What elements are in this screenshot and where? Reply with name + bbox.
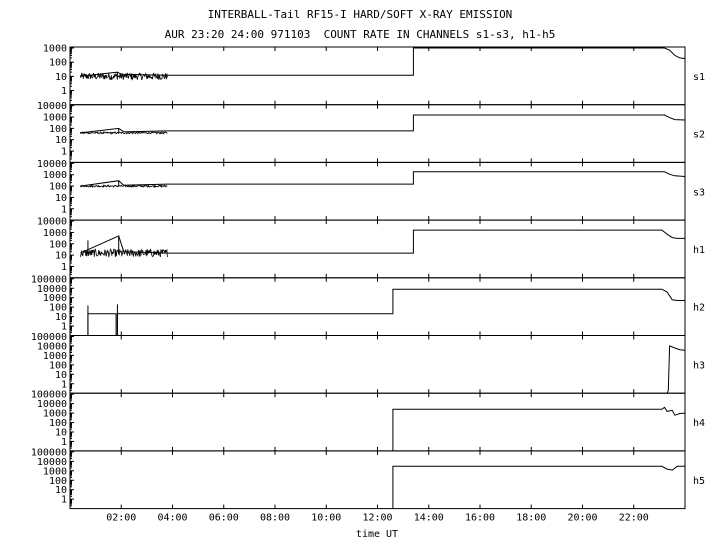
panel-s1: 1 10 100 1000 s1 [43,44,705,106]
panel-frame [69,277,686,336]
x-axis-label: time UT [356,529,398,540]
series-noise-s3 [79,184,168,189]
y-tick-label: 100 [49,58,67,69]
y-tick-label: 1000 [43,466,67,477]
series-line-h3 [666,345,686,394]
y-tick-label: 1000 [43,409,67,420]
y-tick-label: 100 [49,418,67,429]
y-tick-label: 100000 [31,447,67,458]
y-tick-label: 10 [55,135,67,146]
y-tick-label: 1 [61,147,67,158]
x-tick-label: 08:00 [260,513,290,524]
y-tick-label: 100 [49,303,67,314]
y-tick-label: 10000 [37,457,67,468]
panel-label-h4: h4 [693,418,705,429]
y-tick-label: 1 [61,495,67,506]
series-line-h1 [80,229,685,254]
y-tick-label: 100000 [31,274,67,285]
y-tick-label: 1 [61,437,67,448]
x-tick-label: 22:00 [619,513,649,524]
y-tick-label: 10 [55,251,67,262]
y-tick-label: 100 [49,239,67,250]
series-line-s2 [80,114,686,134]
y-tick-label: 10000 [37,159,67,170]
y-tick-label: 10 [55,485,67,496]
y-tick-label: 1 [61,204,67,215]
y-tick-label: 1000 [43,293,67,304]
y-tick-label: 1000 [43,228,67,239]
series-noise-s1 [79,71,168,81]
y-tick-label: 100 [49,182,67,193]
panel-label-h3: h3 [693,360,705,371]
panel-label-h1: h1 [693,245,705,256]
y-tick-label: 10 [55,72,67,83]
y-tick-label: 1 [61,379,67,390]
x-tick-label: 04:00 [157,513,187,524]
y-tick-label: 100000 [31,332,67,343]
series-line-s3 [80,171,686,187]
x-tick-label: 18:00 [516,513,546,524]
x-tick-label: 06:00 [209,513,239,524]
chart-title: INTERBALL-Tail RF15-I HARD/SOFT X-RAY EM… [207,8,513,21]
y-tick-label: 1000 [43,113,67,124]
y-tick-label: 1 [61,86,67,97]
panel-label-s2: s2 [693,130,705,141]
panel-frame [69,219,686,279]
panel-frame [69,392,686,452]
series-line-s1 [80,47,686,77]
x-tick-label: 12:00 [362,513,392,524]
series-line-h5 [392,465,685,509]
y-tick-label: 1 [61,262,67,273]
series-line-h4 [392,406,686,451]
x-axis: 02:00 04:00 06:00 08:00 10:00 12:00 14:00 16:00… [106,513,649,524]
x-tick-label: 14:00 [414,513,444,524]
x-tick-label: 10:00 [311,513,341,524]
chart-panels: 1101001000s1110100100010000s211010010001… [31,44,705,510]
y-tick-label: 1000 [43,44,67,55]
panel-frame [69,450,686,510]
x-tick-label: 02:00 [106,513,136,524]
y-tick-label: 100 [49,360,67,371]
y-tick-label: 100 [49,476,67,487]
series-line-h2 [87,288,685,336]
x-tick-label: 16:00 [465,513,495,524]
y-tick-label: 10000 [37,217,67,228]
chart-subtitle: AUR 23:20 24:00 971103 COUNT RATE IN CHA… [164,28,556,41]
series-noise-s2 [79,130,168,135]
y-tick-label: 10 [55,193,67,204]
y-tick-label: 1 [61,322,67,333]
panel-label-h2: h2 [693,303,705,314]
y-tick-label: 10000 [37,101,67,112]
y-tick-label: 10 [55,370,67,381]
y-tick-label: 10000 [37,399,67,410]
x-tick-label: 20:00 [567,513,597,524]
panel-label-h5: h5 [693,476,705,487]
panel-frame [69,161,686,221]
y-tick-label: 1000 [43,351,67,362]
y-tick-label: 100000 [31,390,67,401]
y-tick-label: 10 [55,312,67,323]
y-tick-label: 10 [55,428,67,439]
y-tick-label: 10000 [37,284,67,295]
y-tick-label: 1000 [43,170,67,181]
panel-label-s1: s1 [693,72,705,83]
panel-frame [69,335,686,394]
panel-frame [69,104,686,163]
y-tick-label: 10000 [37,341,67,352]
panel-label-s3: s3 [693,187,705,198]
y-tick-label: 100 [49,124,67,135]
